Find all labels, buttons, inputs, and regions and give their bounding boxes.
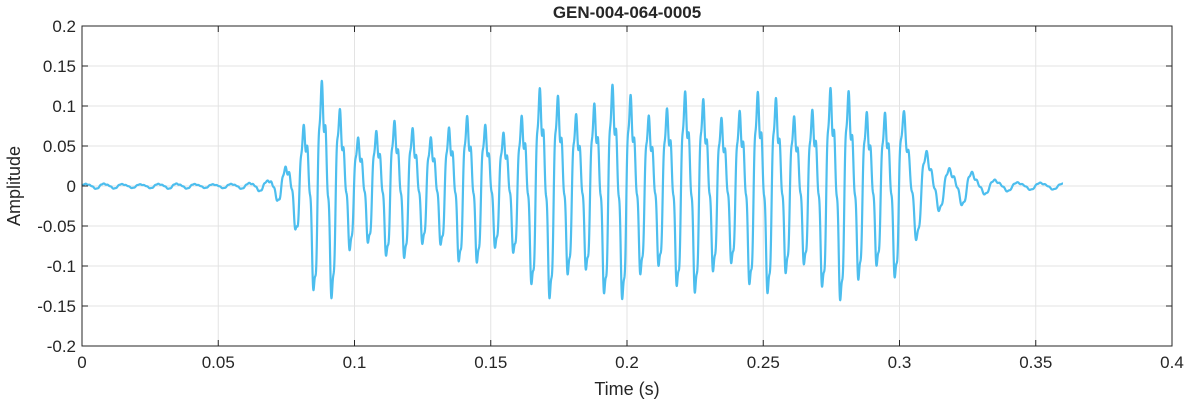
waveform-line [81,79,1064,302]
y-tick-label: 0.1 [52,97,76,116]
x-tick-label: 0.35 [1019,353,1052,372]
y-tick-label: -0.15 [37,297,76,316]
x-axis-label: Time (s) [594,379,659,399]
x-tick-label: 0.1 [343,353,367,372]
x-tick-label: 0 [77,353,86,372]
y-axis-label: Amplitude [4,146,24,226]
chart-title: GEN-004-064-0005 [553,3,701,22]
y-tick-label: 0 [67,177,76,196]
ticks: 0 0.05 0.1 0.15 0.2 0.25 0.3 0.35 0.4 -0.2 -0.15 -0… [37,17,1184,372]
x-tick-label: 0.25 [747,353,780,372]
y-tick-label: -0.1 [47,257,76,276]
y-tick-label: -0.05 [37,217,76,236]
y-tick-label: 0.15 [43,57,76,76]
y-tick-label: -0.2 [47,337,76,356]
x-tick-label: 0.4 [1160,353,1184,372]
x-tick-label: 0.05 [202,353,235,372]
y-tick-label: 0.2 [52,17,76,36]
x-tick-label: 0.3 [888,353,912,372]
x-tick-label: 0.2 [615,353,639,372]
y-tick-label: 0.05 [43,137,76,156]
x-tick-label: 0.15 [474,353,507,372]
plot-data [81,79,1064,302]
